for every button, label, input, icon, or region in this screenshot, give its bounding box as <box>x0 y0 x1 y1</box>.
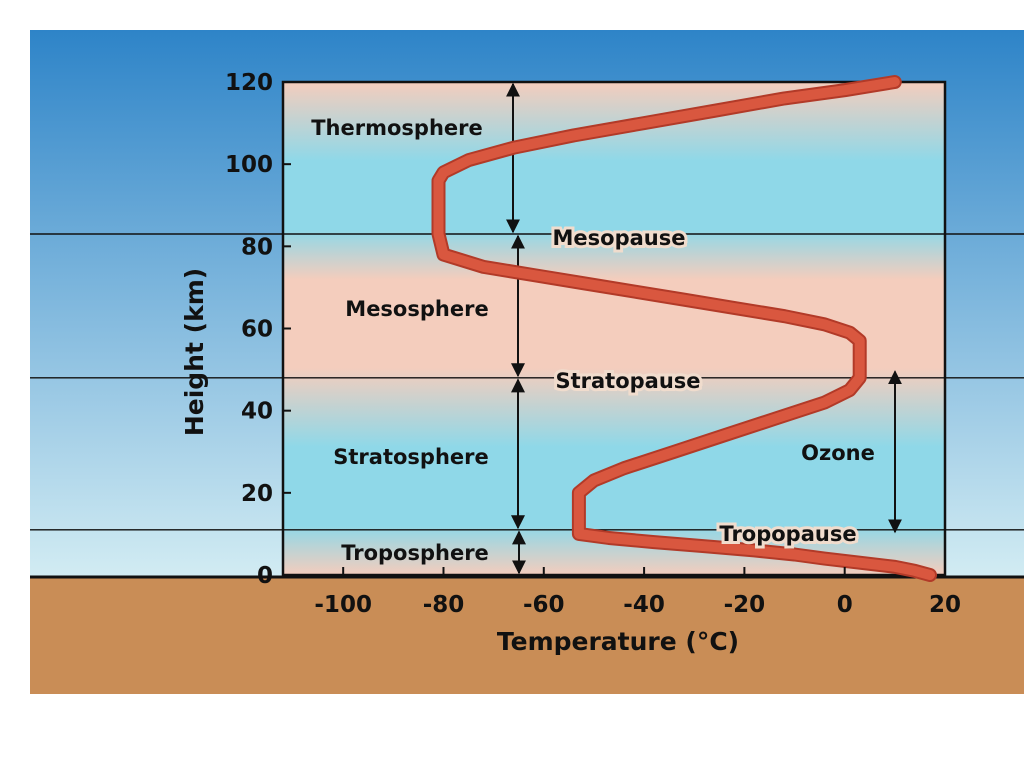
y-axis-title: Height (km) <box>180 268 209 436</box>
x-tick-label: -80 <box>423 592 465 618</box>
layer-label-stratosphere: Stratosphere <box>333 445 488 469</box>
boundary-label-mesopause: Mesopause <box>553 226 686 250</box>
series-line-0 <box>433 77 935 580</box>
y-tick-label: 120 <box>225 70 273 96</box>
tick-marks <box>283 81 946 576</box>
boundary-label-stratopause: Stratopause <box>555 369 700 393</box>
y-tick-label: 0 <box>257 563 273 589</box>
layer-label-mesosphere: Mesosphere <box>345 297 488 321</box>
y-tick-label: 80 <box>241 234 273 260</box>
layer-label-thermosphere: Thermosphere <box>311 116 483 140</box>
tick-labels: -100 -80 -60 -40 -20 0 20 0 20 40 60 80 100 120 <box>225 70 961 618</box>
x-tick-label: -20 <box>724 592 766 618</box>
x-tick-label: 20 <box>929 592 961 618</box>
layer-label-troposphere: Troposphere <box>341 541 489 565</box>
layer-arrows <box>506 82 902 575</box>
x-tick-label: 0 <box>837 592 853 618</box>
chart-texts: Troposphere Stratosphere Mesosphere Thermos… <box>311 116 875 565</box>
x-tick-label: -60 <box>523 592 565 618</box>
x-axis-title: Temperature (°C) <box>497 627 739 656</box>
y-tick-label: 60 <box>241 317 273 343</box>
x-tick-label: -100 <box>314 592 372 618</box>
y-tick-label: 20 <box>241 481 273 507</box>
x-tick-label: -40 <box>623 592 665 618</box>
ground <box>30 577 1024 694</box>
y-tick-label: 40 <box>241 399 273 425</box>
series-layer <box>431 75 937 582</box>
boundary-label-tropopause: Tropopause <box>719 522 856 546</box>
y-tick-label: 100 <box>225 152 273 178</box>
annotation-label-ozone: Ozone <box>801 441 875 465</box>
